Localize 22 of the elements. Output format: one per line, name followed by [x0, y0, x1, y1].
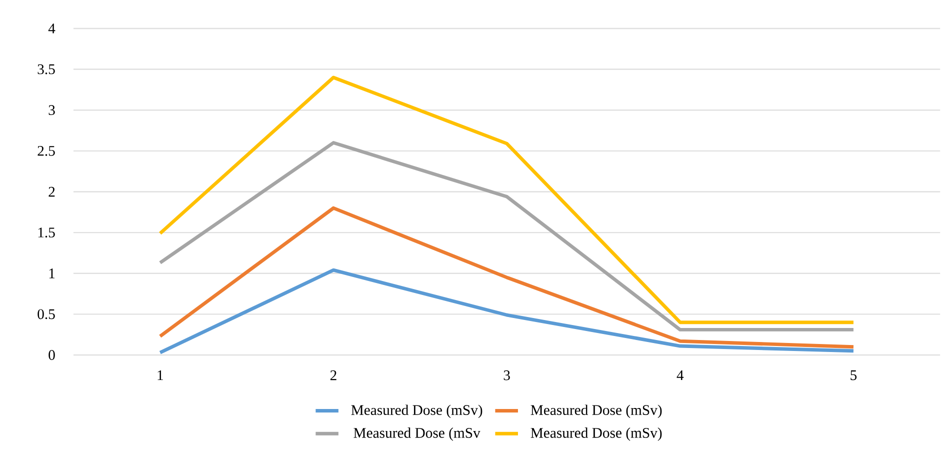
y-tick-label: 0: [48, 350, 55, 360]
y-tick-label: 2.5: [38, 146, 55, 156]
y-tick-label: 3.5: [38, 64, 55, 74]
line-series: [158, 76, 856, 324]
x-tick-label: 4: [676, 370, 684, 380]
x-tick-label: 5: [850, 370, 857, 380]
y-tick-label: 0.5: [38, 309, 55, 320]
legend-label: Measured Dose (mSv: [354, 428, 480, 441]
x-tick-label: 2: [330, 370, 336, 380]
legend-label: Measured Dose (mSv): [530, 404, 662, 418]
y-tick-label: 3: [48, 105, 55, 116]
x-tick-label: 3: [504, 370, 510, 380]
y-tick-label: 1.5: [38, 228, 55, 238]
y-tick-label: 4: [48, 24, 56, 34]
x-tick-label: 1: [158, 370, 163, 380]
line-series: [158, 141, 856, 332]
legend-label: Measured Dose (mSv): [351, 404, 482, 418]
y-tick-label: 1: [49, 268, 55, 278]
line-series: [158, 268, 856, 354]
legend-label: Measured Dose (mSv): [530, 428, 662, 441]
line-series: [158, 206, 856, 349]
y-tick-label: 2: [48, 186, 55, 197]
